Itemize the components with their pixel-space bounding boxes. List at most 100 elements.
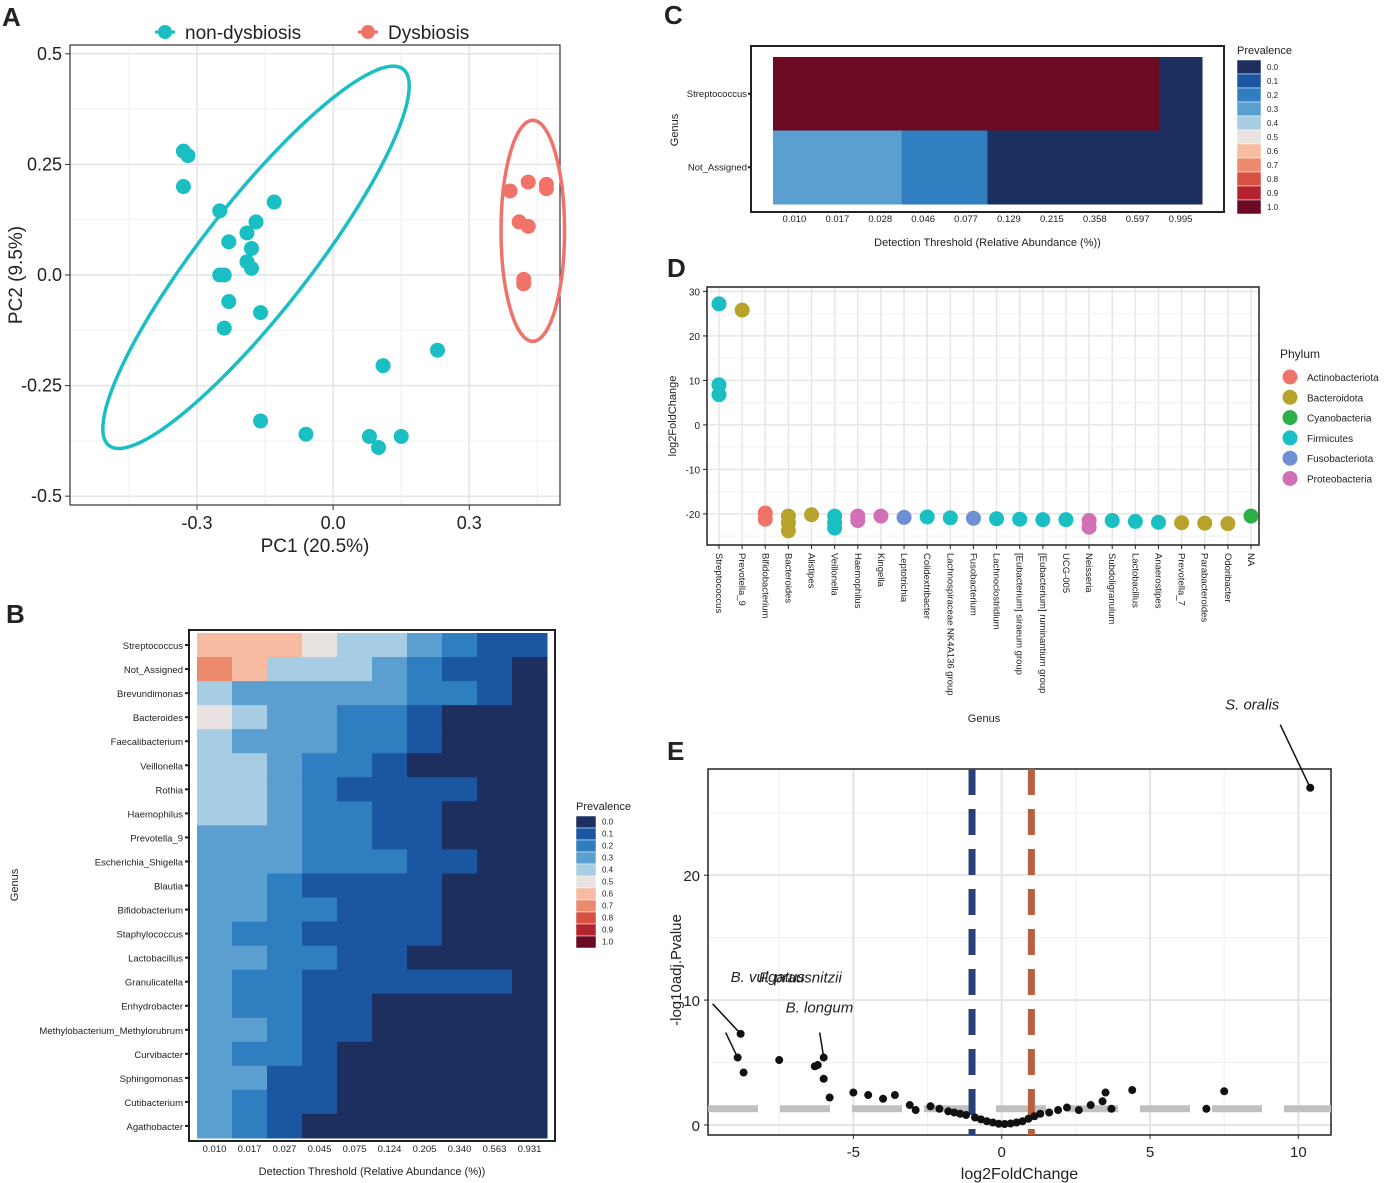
heat-cell <box>1073 130 1117 205</box>
heat-cell <box>337 1017 373 1043</box>
x-tick-label: 0.340 <box>448 1144 472 1155</box>
heat-cell <box>477 681 513 706</box>
heat-cell <box>477 705 513 730</box>
heat-cell <box>1159 130 1203 205</box>
data-point <box>1054 1106 1063 1115</box>
heat-cell <box>858 130 903 205</box>
heat-cell <box>197 873 233 899</box>
y-tick-label: Rothia <box>156 785 184 796</box>
x-tick-label: Bifidobacterium <box>759 553 770 619</box>
legend-swatch <box>1236 185 1262 201</box>
legend-dot <box>1282 410 1298 426</box>
heat-cell <box>197 753 233 778</box>
heat-cell <box>337 849 373 874</box>
heat-cell <box>477 969 513 995</box>
heat-cell <box>267 1065 303 1091</box>
legend-label: 0.0 <box>1267 63 1279 72</box>
heat-cell <box>512 801 548 826</box>
y-tick-label: 0 <box>694 421 700 432</box>
heat-cell <box>232 705 268 730</box>
data-point <box>221 294 237 310</box>
heat-cell <box>267 873 303 899</box>
data-point <box>944 1107 953 1116</box>
heat-cell <box>232 921 268 947</box>
heat-cell <box>372 969 408 995</box>
y-tick-label: Lactobacillus <box>128 954 183 965</box>
heat-cell <box>197 945 233 971</box>
heat-cell <box>197 705 233 730</box>
heat-cell <box>302 705 338 730</box>
data-point <box>216 320 232 336</box>
x-tick-label: UCG-005 <box>1060 553 1071 593</box>
y-tick-label: 0.5 <box>37 44 62 64</box>
panel-b: Streptococcus Not_Assigned Brevundimonas Ba… <box>9 629 631 1178</box>
heat-cell <box>197 1065 233 1091</box>
heat-cell <box>232 825 268 850</box>
heat-cell <box>407 945 443 971</box>
legend-label: 0.1 <box>602 829 614 838</box>
heat-cell <box>232 1089 268 1115</box>
heat-cell <box>407 753 443 778</box>
legend-swatch <box>575 935 597 949</box>
heat-cell <box>267 1089 303 1115</box>
x-tick-label: 0.0 <box>321 513 346 533</box>
legend-swatch <box>1236 199 1262 215</box>
legend-label: Cyanobacteria <box>1307 414 1372 425</box>
annotation-line <box>724 1032 739 1058</box>
heat-cell <box>372 945 408 971</box>
heat-cell <box>267 1113 303 1139</box>
heat-cell <box>372 777 408 802</box>
heat-cell <box>512 633 548 658</box>
heat-cell <box>407 705 443 730</box>
x-tick-label: [Eubacterium] siraeum group <box>1014 553 1025 675</box>
heat-cell <box>337 921 373 947</box>
heat-cell <box>407 849 443 874</box>
legend-swatch <box>1236 157 1262 173</box>
heat-cell <box>232 969 268 995</box>
x-tick-label: -5 <box>847 1144 860 1161</box>
x-axis-label: log2FoldChange <box>961 1166 1079 1183</box>
heat-cell <box>197 729 233 754</box>
heat-cell <box>197 993 233 1019</box>
panel-d: 30 20 10 0 -10 -20 Streptococcus Prevotella_9 Bi… <box>667 286 1379 725</box>
heat-cell <box>477 633 513 658</box>
heat-cell <box>267 633 303 658</box>
y-tick-label: Faecalibacterium <box>111 737 183 748</box>
heat-cell <box>442 1065 478 1091</box>
heat-cell <box>337 1041 373 1067</box>
y-tick-label: 30 <box>689 287 701 298</box>
legend-swatch <box>575 911 597 925</box>
heat-cell <box>372 873 408 899</box>
legend-label: 0.7 <box>1267 161 1279 170</box>
x-tick-label: Fusobacterium <box>967 553 978 616</box>
heat-cell <box>337 753 373 778</box>
data-point <box>873 508 889 524</box>
heat-cell <box>267 945 303 971</box>
heat-cell <box>773 130 817 205</box>
y-tick-label: Streptococcus <box>123 641 183 652</box>
heat-cell <box>512 777 548 802</box>
data-point <box>962 1111 971 1120</box>
data-point <box>711 387 727 403</box>
data-point <box>248 214 264 230</box>
data-point <box>864 1091 873 1100</box>
heat-cell <box>858 57 903 131</box>
data-point <box>221 234 237 250</box>
data-point <box>175 179 191 195</box>
heat-cell <box>442 705 478 730</box>
data-point <box>243 240 259 256</box>
legend-label: 0.2 <box>1267 91 1279 100</box>
legend-swatch <box>575 887 597 901</box>
heat-cell <box>477 753 513 778</box>
data-point <box>890 1091 899 1100</box>
x-tick-label: Alistipes <box>806 553 817 589</box>
y-axis-label: Genus <box>669 113 681 146</box>
annotation-label: B. vulgatus <box>731 969 806 986</box>
panel-label-a: A <box>2 2 21 32</box>
data-point <box>1098 1097 1107 1106</box>
heat-cell <box>232 1113 268 1139</box>
heat-cell <box>267 681 303 706</box>
heat-cell <box>197 1041 233 1067</box>
data-point <box>1006 1119 1015 1128</box>
heat-cell <box>337 777 373 802</box>
